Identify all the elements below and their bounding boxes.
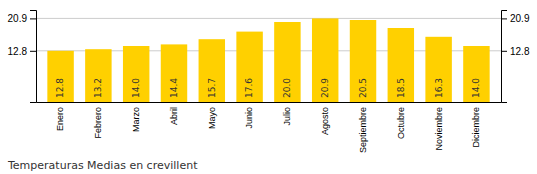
x-tick: Abril — [169, 107, 179, 125]
x-tick-label: Noviembre — [434, 107, 444, 151]
bar — [350, 20, 376, 102]
bar — [312, 18, 338, 102]
y-tick: 20.9 — [8, 13, 36, 24]
y-right-tick-mark — [501, 18, 507, 19]
x-tick: Octubre — [396, 107, 406, 139]
x-tick: Noviembre — [434, 107, 444, 151]
data-label: 14.4 — [169, 78, 179, 98]
y-tick-mark — [30, 18, 36, 19]
data-label: 14.0 — [131, 78, 141, 98]
x-tick: Septiembre — [358, 107, 368, 153]
y-right-tick-mark — [501, 51, 507, 52]
x-tick: Enero — [55, 107, 65, 131]
bar — [425, 37, 451, 102]
data-labels: 12.8 13.2 14.0 14.4 15.7 17.6 20.0 20.9 20.5 18.5… — [55, 78, 481, 98]
x-tick-label: Agosto — [320, 107, 330, 135]
data-label: 20.0 — [282, 78, 292, 98]
y-tick-label: 20.9 — [8, 13, 28, 24]
x-tick-label: Octubre — [396, 107, 406, 139]
x-tick-label: Mayo — [207, 107, 217, 129]
data-label: 18.5 — [396, 78, 406, 98]
y-tick-mark — [30, 51, 36, 52]
bar — [123, 46, 149, 102]
x-tick-label: Enero — [55, 107, 65, 131]
data-label: 17.6 — [244, 78, 254, 98]
x-axis: Enero Febrero Marzo Abril Mayo Junio Julio Agos… — [37, 103, 502, 154]
x-axis-line — [37, 102, 502, 103]
x-tick: Marzo — [131, 107, 141, 132]
y-right-tick: 12.8 — [501, 46, 530, 57]
chart: Enero Febrero Marzo Abril Mayo Junio Julio Agos… — [0, 0, 537, 174]
grid-line — [36, 18, 501, 19]
bars — [47, 18, 489, 102]
bar — [85, 49, 111, 102]
x-tick: Mayo — [207, 107, 217, 129]
x-tick: Agosto — [320, 107, 330, 135]
x-tick: Diciembre — [471, 107, 481, 148]
x-tick: Julio — [282, 107, 292, 126]
y-tick: 12.8 — [8, 46, 36, 57]
x-tick-label: Julio — [282, 107, 292, 126]
x-tick-label: Abril — [169, 107, 179, 125]
title: Temperaturas Medias en crevillent — [7, 159, 198, 172]
data-label: 13.2 — [93, 78, 103, 98]
plot: Enero Febrero Marzo Abril Mayo Junio Julio Agos… — [8, 11, 530, 154]
bar — [388, 28, 414, 102]
y-right-tick-label: 20.9 — [510, 13, 530, 24]
y-right-axis-line — [502, 11, 508, 103]
y-right-tick: 20.9 — [501, 13, 530, 24]
x-tick-label: Diciembre — [471, 107, 481, 148]
data-label: 12.8 — [55, 78, 65, 98]
y-axis-right: 12.8 20.9 — [501, 11, 530, 103]
bar — [199, 39, 225, 102]
x-tick-label: Marzo — [131, 107, 141, 132]
bar — [463, 46, 489, 102]
data-label: 15.7 — [207, 78, 217, 98]
x-tick-label: Junio — [244, 107, 254, 129]
data-label: 16.3 — [434, 78, 444, 98]
bar — [274, 22, 300, 102]
y-axis-line — [30, 11, 37, 103]
x-tick: Febrero — [93, 107, 103, 139]
data-label: 14.0 — [471, 78, 481, 98]
y-tick-label: 12.8 — [8, 46, 28, 57]
bar — [236, 32, 262, 102]
bar — [47, 51, 73, 102]
x-tick-label: Septiembre — [358, 107, 368, 153]
bar — [161, 44, 187, 102]
y-right-tick-label: 12.8 — [510, 46, 530, 57]
x-tick-label: Febrero — [93, 107, 103, 139]
y-axis: 12.8 20.9 — [8, 11, 37, 103]
data-label: 20.5 — [358, 78, 368, 98]
data-label: 20.9 — [320, 78, 330, 98]
x-tick: Junio — [244, 107, 254, 129]
